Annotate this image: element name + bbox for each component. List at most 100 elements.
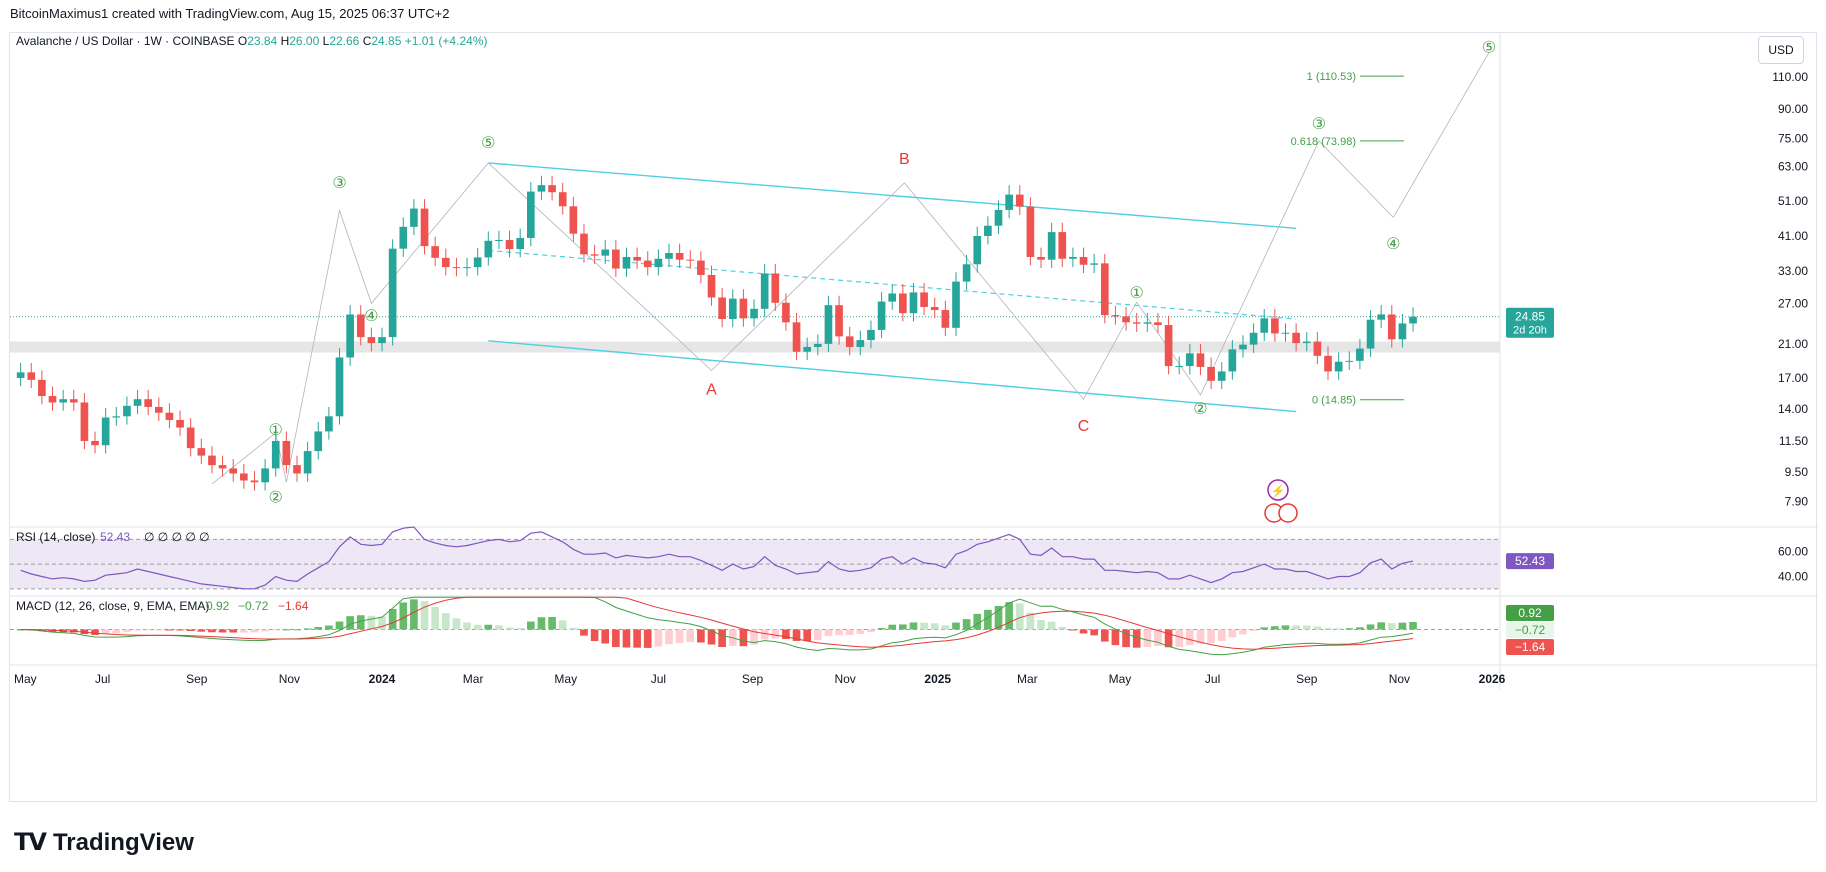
macd-histogram-bar <box>899 624 907 630</box>
chart-frame[interactable]: 1 (110.53) 0.618 (73.98) 0 (14.85) A B C ① ② ③ ④ ⑤… <box>9 32 1818 803</box>
price-tick-label: 110.00 <box>1772 70 1808 84</box>
macd-histogram-bar <box>526 621 535 630</box>
macd-histogram-bar <box>410 599 418 630</box>
macd-histogram-bar <box>1005 602 1013 630</box>
candle <box>1026 206 1035 257</box>
time-tick-label: Jul <box>1205 672 1220 686</box>
time-tick-label: Nov <box>279 672 300 686</box>
ohlc-value: 23.84 <box>247 34 280 48</box>
ohlc-value: 26.00 <box>289 34 322 48</box>
macd-histogram-bar <box>1047 621 1056 630</box>
price-tick-label: 33.00 <box>1778 264 1808 278</box>
candle <box>612 249 620 269</box>
time-tick-label: Jul <box>651 672 666 686</box>
macd-histogram-bar <box>335 621 344 630</box>
macd-histogram-bar <box>952 622 960 630</box>
wave-number-label: ② <box>1193 401 1207 418</box>
macd-histogram-bar <box>388 608 397 630</box>
macd-histogram-bar <box>463 622 471 630</box>
rsi-value-tag-text: 52.43 <box>1515 554 1545 568</box>
macd-histogram-bar <box>1271 626 1279 630</box>
price-tick-label: 41.00 <box>1778 229 1808 243</box>
candle <box>1196 353 1205 367</box>
candle <box>1281 332 1290 334</box>
time-tick-label: Jul <box>95 672 110 686</box>
candle <box>803 346 812 352</box>
candle <box>303 451 312 474</box>
wave-letter-label: B <box>899 151 910 168</box>
macd-histogram-bar <box>154 629 163 631</box>
candle <box>675 252 684 260</box>
macd-histogram-bar <box>771 629 780 639</box>
candle <box>505 239 514 250</box>
ohlc-change: +1.01 (+4.24%) <box>405 34 488 48</box>
macd-histogram-bar <box>558 620 567 630</box>
macd-histogram-bar <box>973 613 982 630</box>
candle <box>1409 316 1417 324</box>
candle <box>1324 355 1332 372</box>
macd-signal-tag <box>1506 622 1554 638</box>
macd-histogram-bar <box>378 616 386 630</box>
candle <box>654 258 663 268</box>
price-tick-label: 17.00 <box>1778 371 1808 385</box>
macd-histogram-bar <box>1345 628 1354 630</box>
price-legend: Avalanche / US Dollar · 1W · COINBASE O2… <box>16 34 487 48</box>
tradingview-icon: 𝗧𝗩 <box>14 829 47 856</box>
macd-line <box>20 596 1414 656</box>
chart-canvas[interactable]: 1 (110.53) 0.618 (73.98) 0 (14.85) A B C ① ② ③ ④ ⑤… <box>10 33 1818 803</box>
macd-histogram-bar <box>1366 624 1375 630</box>
macd-histogram-bar <box>1260 627 1269 630</box>
fib-level-label: 0.618 (73.98) <box>1291 136 1356 148</box>
macd-histogram-bar <box>1281 625 1290 630</box>
candle <box>1005 194 1013 210</box>
macd-histogram-bar <box>186 629 195 632</box>
fib-level-label: 1 (110.53) <box>1307 71 1356 83</box>
support-zone <box>10 341 1500 353</box>
candle <box>282 440 291 466</box>
tradingview-logo: 𝗧𝗩 TradingView <box>14 828 194 857</box>
macd-histogram-bar <box>654 629 663 647</box>
candle <box>643 260 652 268</box>
candle <box>495 239 503 241</box>
candle <box>293 465 301 474</box>
candle <box>665 252 673 259</box>
ohlc-value: 24.85 <box>371 34 404 48</box>
macd-histogram-bar <box>548 616 556 630</box>
macd-histogram-bar <box>813 629 822 641</box>
macd-histogram-bar <box>877 628 886 630</box>
price-tick-label: 14.00 <box>1778 402 1808 416</box>
candle <box>271 440 280 469</box>
macd-histogram-bar <box>112 629 121 634</box>
price-tick-label: 51.00 <box>1778 194 1808 208</box>
currency-selector[interactable]: USD <box>1758 36 1804 64</box>
macd-histogram-bar <box>835 629 843 636</box>
candle <box>1058 232 1067 259</box>
macd-histogram-bar <box>346 616 354 630</box>
channel-upper <box>488 162 1297 230</box>
macd-histogram-bar <box>1111 629 1120 646</box>
macd-histogram-bar <box>218 629 227 633</box>
candle <box>1015 194 1024 207</box>
macd-histogram-bar <box>516 628 525 630</box>
price-tick-label: 11.50 <box>1779 434 1808 448</box>
macd-histogram-bar <box>123 629 131 632</box>
macd-histogram-bar <box>824 629 833 636</box>
candle <box>792 322 801 352</box>
macd-histogram-bar <box>633 629 641 648</box>
macd-histogram-bar <box>718 629 726 648</box>
macd-histogram-bar <box>282 629 291 631</box>
macd-histogram-bar <box>473 624 482 630</box>
candle <box>1154 322 1162 326</box>
candle <box>1090 263 1098 265</box>
macd-histogram-bar <box>1324 628 1332 630</box>
candle <box>314 431 323 452</box>
candle <box>69 399 78 403</box>
price-tick-label: 9.50 <box>1785 465 1809 479</box>
macd-histogram-bar <box>1122 629 1130 648</box>
candle <box>569 206 578 234</box>
macd-histogram-bar <box>452 618 461 630</box>
macd-histogram-bar <box>261 629 269 632</box>
macd-histogram-bar <box>1015 603 1024 630</box>
macd-histogram-bar <box>1334 628 1343 630</box>
candle <box>909 292 918 314</box>
